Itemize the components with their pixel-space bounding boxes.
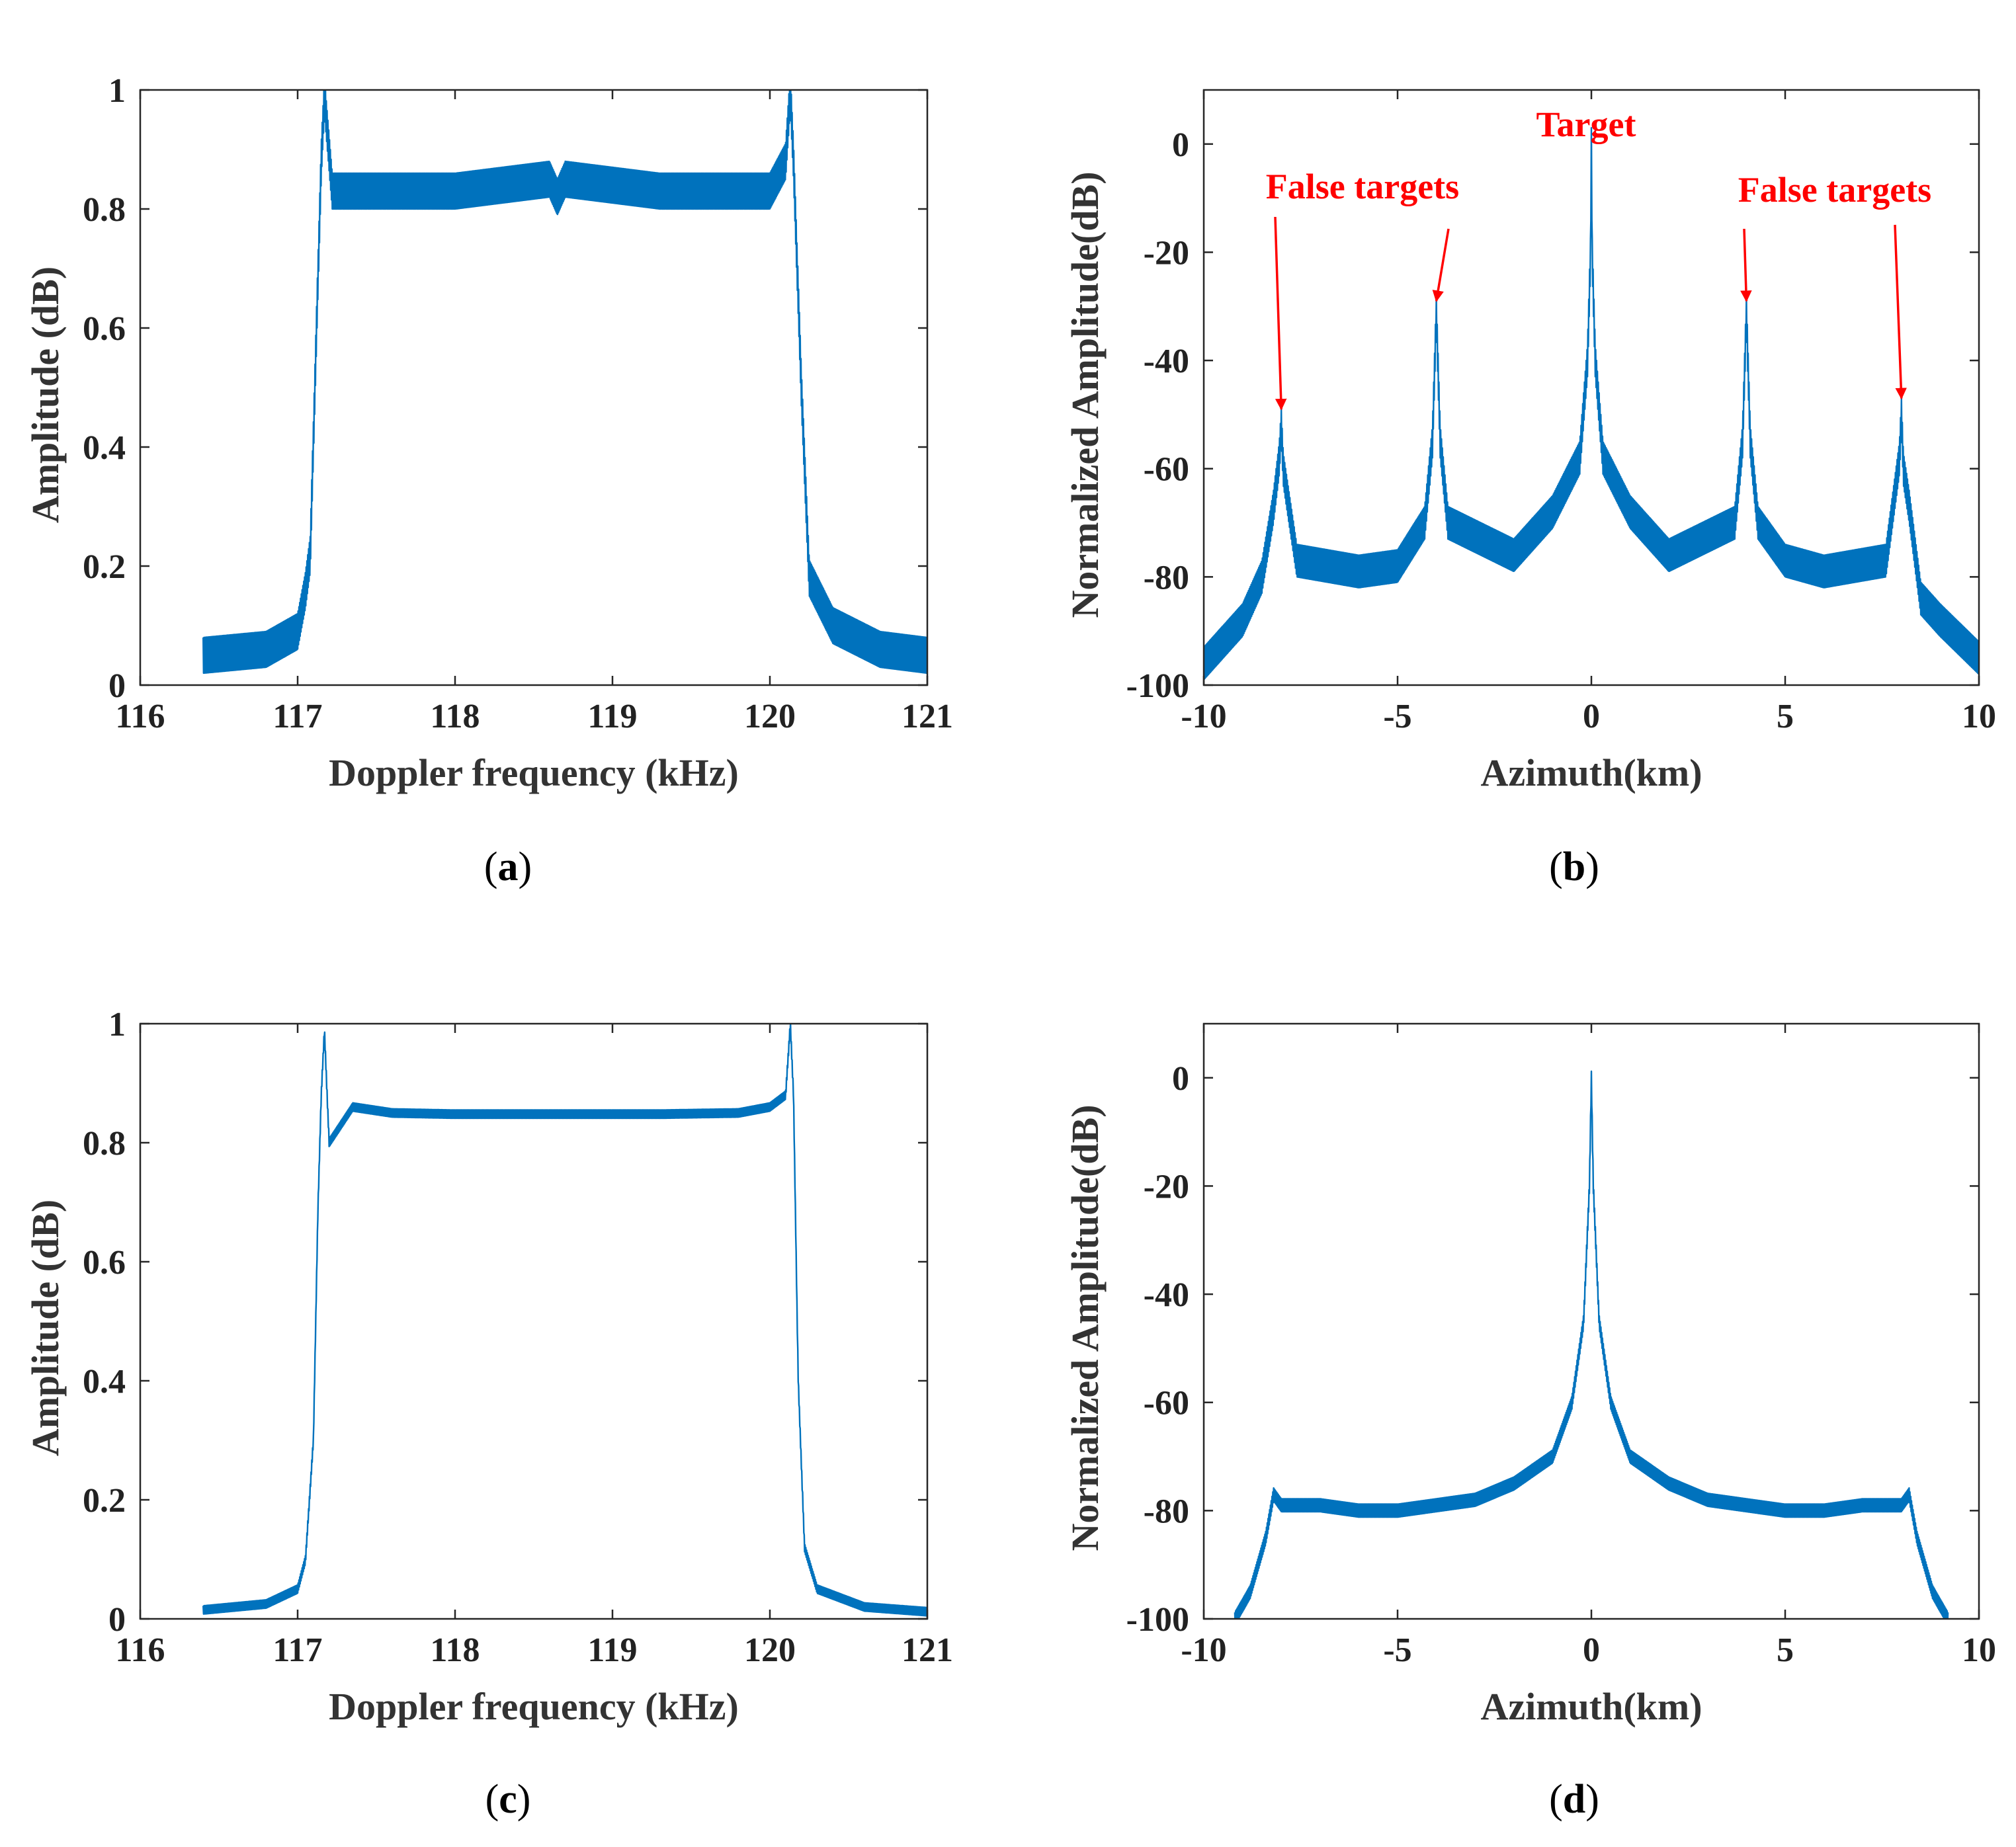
panel-d: -10 -5 0 5 10 -100 -80 -60 -40 -20 0 Azimuth(km) N… bbox=[1064, 1022, 1996, 1822]
y-tick-label: -60 bbox=[1144, 451, 1189, 489]
caption-letter: b bbox=[1563, 844, 1585, 889]
x-tick-label: 121 bbox=[902, 1631, 953, 1669]
y-tick-label: 0.8 bbox=[83, 191, 126, 229]
y-axis-label: Amplitude (dB) bbox=[24, 267, 67, 523]
panel-caption: (c) bbox=[485, 1777, 531, 1822]
series-line-response bbox=[1204, 127, 1979, 680]
axes-frame bbox=[139, 89, 929, 686]
y-tick-label: 0.8 bbox=[83, 1125, 126, 1163]
plot-area: -10 -5 0 5 10 -100 -80 -60 -40 -20 0 bbox=[1126, 89, 1996, 735]
x-tick-label: 117 bbox=[273, 1631, 322, 1669]
x-tick-label: 0 bbox=[1583, 698, 1600, 735]
annotation-label: Target bbox=[1536, 104, 1636, 144]
series-line-spectrum bbox=[202, 90, 927, 675]
x-tick-label: 120 bbox=[744, 1631, 796, 1669]
y-axis-label: Amplitude (dB) bbox=[24, 1200, 67, 1456]
x-axis-label: Doppler frequency (kHz) bbox=[329, 751, 739, 794]
y-tick-label: -40 bbox=[1144, 1276, 1189, 1314]
x-tick-label: 118 bbox=[430, 698, 480, 735]
y-axis-label: Normalized Amplitude(dB) bbox=[1064, 1104, 1107, 1551]
annotation-arrow bbox=[1894, 224, 1907, 400]
y-tick-label: -100 bbox=[1126, 667, 1189, 705]
x-tick-label: 10 bbox=[1962, 698, 1996, 735]
x-tick-label: 10 bbox=[1962, 1631, 1996, 1669]
panel-caption: (a) bbox=[484, 844, 532, 889]
y-tick-label: 0.6 bbox=[83, 1244, 126, 1282]
y-tick-label: 0 bbox=[1172, 126, 1189, 164]
x-tick-label: 119 bbox=[587, 698, 637, 735]
y-tick-label: 0 bbox=[108, 1601, 126, 1639]
caption-letter: c bbox=[499, 1777, 517, 1822]
x-axis-label: Doppler frequency (kHz) bbox=[329, 1685, 739, 1728]
series-line-response bbox=[1234, 1070, 1949, 1619]
x-tick-label: -10 bbox=[1181, 698, 1226, 735]
y-tick-label: -80 bbox=[1144, 1493, 1189, 1530]
plot-area: -10 -5 0 5 10 -100 -80 -60 -40 -20 0 bbox=[1126, 1022, 1996, 1669]
plot-area: 116 117 118 119 120 121 0 0.2 0.4 0.6 0.8 1 bbox=[83, 1006, 953, 1669]
y-tick-label: 0.2 bbox=[83, 548, 126, 586]
x-tick-label: 119 bbox=[587, 1631, 637, 1669]
x-axis-label: Azimuth(km) bbox=[1480, 1685, 1702, 1728]
plot-area: 116 117 118 119 120 121 0 0.2 0.4 0.6 0.8 1 bbox=[83, 72, 953, 735]
x-axis-label: Azimuth(km) bbox=[1480, 751, 1702, 794]
y-tick-label: -20 bbox=[1144, 1168, 1189, 1206]
y-tick-label: -20 bbox=[1144, 234, 1189, 272]
y-tick-label: -40 bbox=[1144, 343, 1189, 380]
panel-b: -10 -5 0 5 10 -100 -80 -60 -40 -20 0 Azimuth(km) N… bbox=[1064, 89, 1996, 889]
y-tick-label: 1 bbox=[108, 1006, 126, 1044]
y-tick-label: 0.6 bbox=[83, 310, 126, 348]
y-tick-label: -80 bbox=[1144, 559, 1189, 596]
x-tick-label: 5 bbox=[1777, 698, 1794, 735]
y-tick-label: 0.2 bbox=[83, 1482, 126, 1520]
panel-a: 116 117 118 119 120 121 0 0.2 0.4 0.6 0.8 1 Doppler… bbox=[24, 72, 953, 889]
annotation-arrow bbox=[1740, 228, 1752, 302]
axes-frame bbox=[139, 1022, 929, 1620]
annotation-label: False targets bbox=[1738, 170, 1931, 210]
x-tick-label: 5 bbox=[1777, 1631, 1794, 1669]
y-tick-label: -100 bbox=[1126, 1601, 1189, 1639]
x-tick-label: -5 bbox=[1383, 1631, 1411, 1669]
x-tick-label: 120 bbox=[744, 698, 796, 735]
x-tick-label: -10 bbox=[1181, 1631, 1226, 1669]
caption-letter: d bbox=[1563, 1777, 1585, 1822]
x-tick-label: 117 bbox=[273, 698, 322, 735]
y-tick-label: 0.4 bbox=[83, 429, 126, 467]
series-line-spectrum bbox=[202, 1024, 927, 1617]
annotation-arrow bbox=[1274, 216, 1287, 411]
y-axis-label: Normalized Amplitude(dB) bbox=[1064, 171, 1107, 618]
y-tick-label: 0.4 bbox=[83, 1363, 126, 1401]
y-tick-label: 0 bbox=[108, 667, 126, 705]
x-tick-label: 116 bbox=[115, 698, 165, 735]
y-tick-label: -60 bbox=[1144, 1385, 1189, 1422]
x-tick-label: 121 bbox=[902, 698, 953, 735]
panel-caption: (d) bbox=[1549, 1777, 1599, 1822]
caption-letter: a bbox=[498, 844, 519, 889]
panel-c: 116 117 118 119 120 121 0 0.2 0.4 0.6 0.8 1 Doppler… bbox=[24, 1006, 953, 1822]
y-tick-label: 0 bbox=[1172, 1060, 1189, 1098]
x-tick-label: 118 bbox=[430, 1631, 480, 1669]
panel-caption: (b) bbox=[1549, 844, 1599, 889]
annotation-arrow bbox=[1432, 228, 1450, 302]
x-tick-label: -5 bbox=[1383, 698, 1411, 735]
annotation-label: False targets bbox=[1266, 167, 1459, 206]
x-tick-label: 0 bbox=[1583, 1631, 1600, 1669]
y-tick-label: 1 bbox=[108, 72, 126, 110]
x-tick-label: 116 bbox=[115, 1631, 165, 1669]
